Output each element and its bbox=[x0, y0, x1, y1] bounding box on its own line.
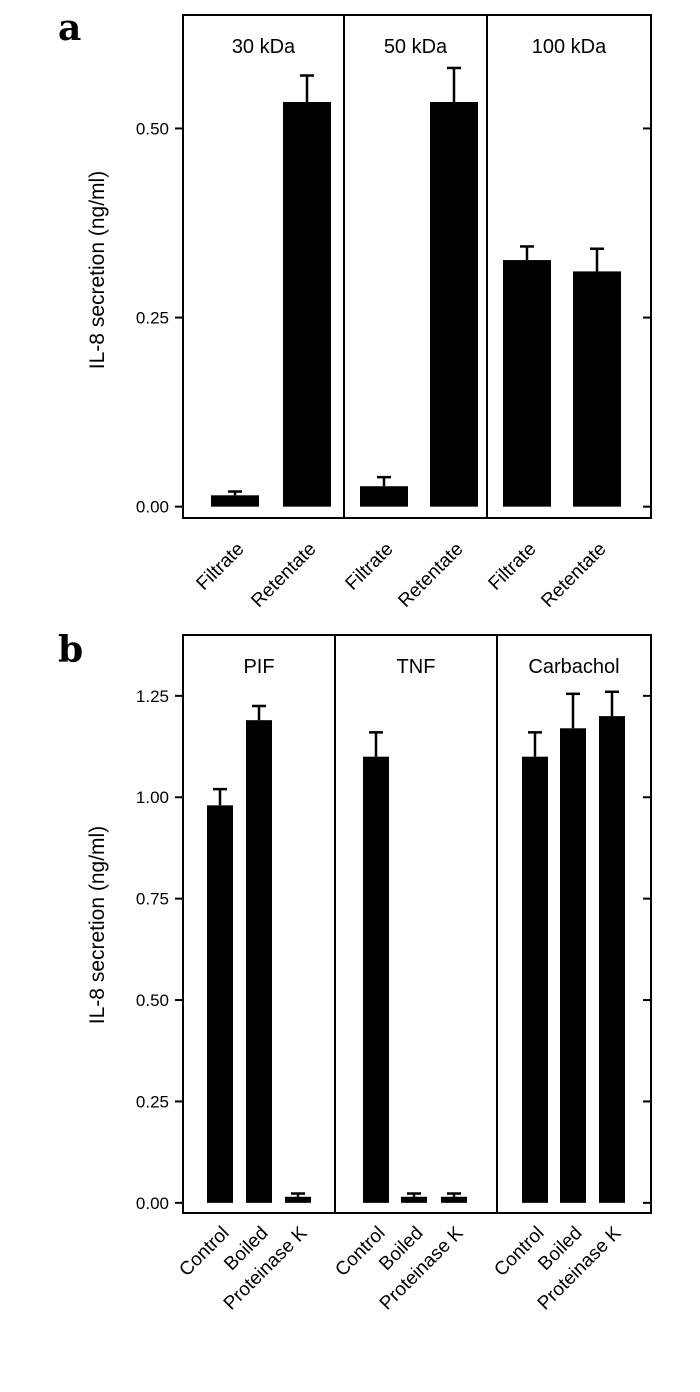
bar bbox=[207, 805, 233, 1203]
category-label: Control bbox=[331, 1223, 389, 1281]
y-tick-label: 0.50 bbox=[136, 991, 169, 1010]
group-label: PIF bbox=[243, 656, 274, 678]
group-label: 50 kDa bbox=[384, 36, 448, 58]
y-tick-label: 0.25 bbox=[136, 309, 169, 328]
bar bbox=[401, 1196, 427, 1203]
bar bbox=[522, 756, 548, 1203]
group-label: Carbachol bbox=[528, 656, 619, 678]
category-label: Filtrate bbox=[485, 539, 541, 595]
panel-a: a IL-8 secretion (ng/ml) 0.00 0.25 0.50 30 … bbox=[58, 7, 652, 612]
panel-a-letter: a bbox=[58, 7, 81, 49]
plot-frame bbox=[182, 634, 652, 1214]
bar bbox=[363, 756, 389, 1203]
y-tick-label: 1.00 bbox=[136, 788, 169, 807]
bar bbox=[211, 495, 259, 507]
category-label: Control bbox=[175, 1223, 233, 1281]
panel-a-y-axis-title: IL-8 secretion (ng/ml) bbox=[86, 171, 109, 369]
plot-frame bbox=[182, 14, 652, 519]
category-label: Retentate bbox=[537, 539, 610, 612]
panel-b: b IL-8 secretion (ng/ml) 0.00 0.25 0.50 0.7… bbox=[58, 629, 652, 1314]
bar bbox=[599, 716, 625, 1203]
bar bbox=[560, 728, 586, 1203]
bar bbox=[283, 101, 331, 507]
panel-b-y-axis-title: IL-8 secretion (ng/ml) bbox=[86, 826, 109, 1024]
category-label: Filtrate bbox=[342, 539, 398, 595]
group-label: TNF bbox=[397, 656, 436, 678]
bar bbox=[246, 720, 272, 1203]
group-label: 30 kDa bbox=[232, 36, 296, 58]
category-label: Filtrate bbox=[193, 539, 249, 595]
bar bbox=[503, 260, 551, 507]
y-tick-label: 0.25 bbox=[136, 1092, 169, 1111]
bar bbox=[360, 486, 408, 507]
group-label: 100 kDa bbox=[532, 36, 607, 58]
bar bbox=[430, 101, 478, 507]
bar bbox=[441, 1196, 467, 1203]
y-tick-label: 0.75 bbox=[136, 890, 169, 909]
y-tick-label: 0.00 bbox=[136, 498, 169, 517]
y-tick-label: 1.25 bbox=[136, 687, 169, 706]
bar bbox=[573, 271, 621, 507]
y-tick-label: 0.00 bbox=[136, 1194, 169, 1213]
bar bbox=[285, 1196, 311, 1203]
category-label: Retentate bbox=[247, 539, 320, 612]
panel-b-letter: b bbox=[58, 629, 83, 671]
category-label: Control bbox=[490, 1223, 548, 1281]
y-tick-label: 0.50 bbox=[136, 119, 169, 138]
category-label: Retentate bbox=[394, 539, 467, 612]
